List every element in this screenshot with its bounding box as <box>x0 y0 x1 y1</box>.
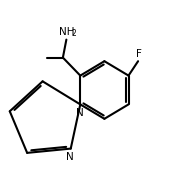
Text: NH: NH <box>60 27 75 37</box>
Text: N: N <box>66 152 74 162</box>
Text: N: N <box>76 108 83 118</box>
Text: 2: 2 <box>72 29 77 38</box>
Text: F: F <box>136 49 142 59</box>
